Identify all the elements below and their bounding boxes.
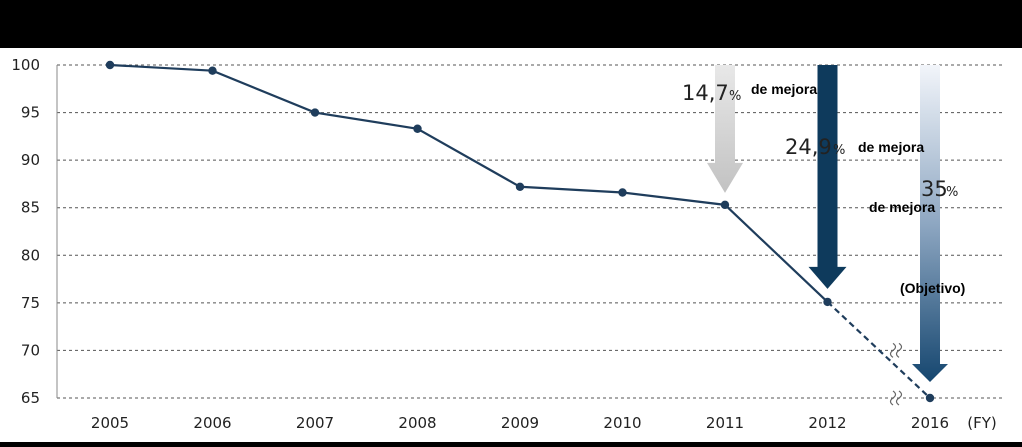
- arrow-improvement-2011: [707, 65, 743, 193]
- annotation-value-2016: 35: [921, 177, 948, 201]
- data-point-2005: [105, 60, 115, 70]
- x-tick-label-2011: 2011: [706, 414, 744, 432]
- axis-break-mark-upper-b: [895, 342, 903, 358]
- data-point-2006: [208, 66, 217, 75]
- annotation-percent-2012: %: [833, 143, 845, 158]
- arrow-improvement-2012: [808, 65, 847, 289]
- top-black-band: [0, 0, 1022, 48]
- data-point-2008: [413, 124, 422, 133]
- series-line-solid: [109, 63, 829, 303]
- axis-break-mark-lower-a: [889, 390, 897, 406]
- y-tick-label-65: 65: [21, 389, 40, 407]
- data-point-2016: [925, 393, 935, 403]
- data-point-2011: [720, 200, 730, 210]
- x-tick-label-2009: 2009: [501, 414, 539, 432]
- axis-break-mark-upper-a: [889, 342, 897, 358]
- annotation-value-2011: 14,7: [682, 81, 729, 105]
- x-tick-label-2010: 2010: [603, 414, 641, 432]
- y-tick-label-100: 100: [11, 56, 40, 74]
- x-tick-label-2005: 2005: [91, 414, 129, 432]
- y-tick-label-70: 70: [21, 341, 40, 359]
- x-tick-label-2012: 2012: [808, 414, 846, 432]
- annotation-label-2016: de mejora: [869, 199, 935, 215]
- axis-break-mark-lower-b: [895, 390, 903, 406]
- series-line-dashed: [826, 301, 931, 399]
- y-tick-label-90: 90: [21, 151, 40, 169]
- x-unit-label: (FY): [967, 414, 997, 432]
- plot-background: [0, 48, 1022, 442]
- data-point-2010: [618, 188, 627, 197]
- x-tick-label-2007: 2007: [296, 414, 334, 432]
- annotation-value-2012: 24,9: [785, 135, 832, 159]
- annotation-objective-label: (Objetivo): [900, 280, 965, 296]
- y-tick-label-80: 80: [21, 246, 40, 264]
- y-tick-label-95: 95: [21, 104, 40, 122]
- data-point-2009: [515, 182, 525, 191]
- annotation-percent-2011: %: [729, 89, 741, 104]
- y-tick-label-85: 85: [21, 199, 40, 217]
- x-tick-label-2016: 2016: [911, 414, 949, 432]
- annotation-label-2012: de mejora: [858, 139, 924, 155]
- annotation-label-2011: de mejora: [751, 81, 817, 97]
- arrow-improvement-2016: [912, 65, 948, 382]
- x-tick-label-2006: 2006: [193, 414, 231, 432]
- data-point-2007: [310, 108, 320, 117]
- y-tick-label-75: 75: [21, 294, 40, 312]
- annotation-percent-2016: %: [946, 185, 958, 200]
- data-point-2012: [823, 297, 832, 307]
- x-tick-label-2008: 2008: [398, 414, 436, 432]
